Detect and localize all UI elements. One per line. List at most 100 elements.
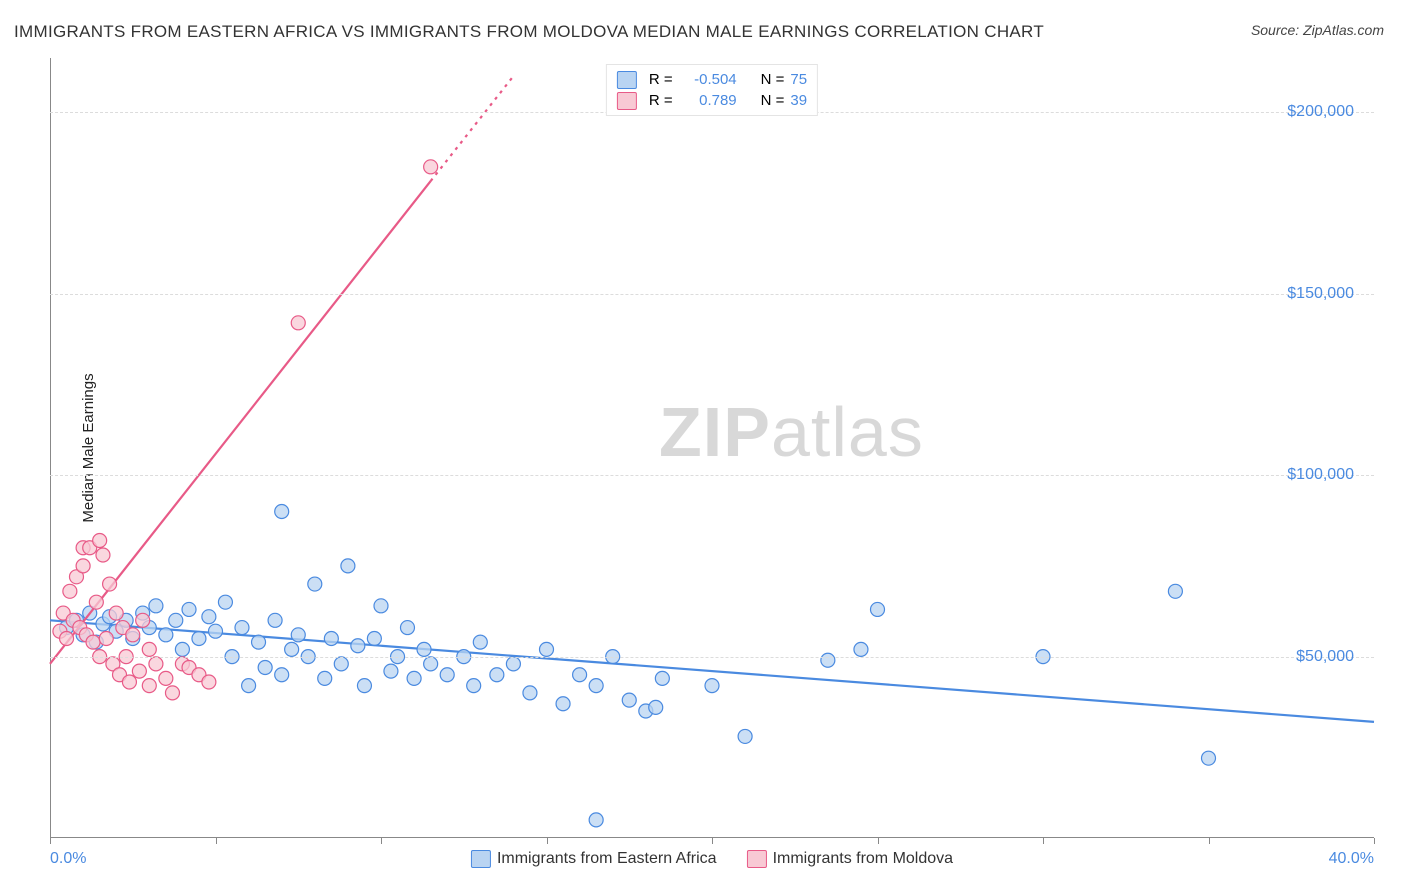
data-point	[556, 697, 570, 711]
data-point	[258, 660, 272, 674]
data-point	[341, 559, 355, 573]
data-point	[854, 642, 868, 656]
data-point	[103, 577, 117, 591]
x-axis-max-label: 40.0%	[1329, 850, 1374, 868]
data-point	[1202, 751, 1216, 765]
data-point	[142, 679, 156, 693]
legend-r-prefix: R =	[649, 90, 673, 111]
data-point	[235, 621, 249, 635]
data-point	[142, 642, 156, 656]
data-point	[506, 657, 520, 671]
data-point	[86, 635, 100, 649]
data-point	[357, 679, 371, 693]
data-point	[242, 679, 256, 693]
data-point	[649, 700, 663, 714]
x-axis-min-label: 0.0%	[50, 850, 86, 868]
data-point	[175, 642, 189, 656]
data-point	[871, 602, 885, 616]
gridline-h	[50, 294, 1374, 295]
legend-r-value: -0.504	[679, 69, 737, 90]
legend-r-prefix: R =	[649, 69, 673, 90]
data-point	[109, 606, 123, 620]
legend-stat-row: R = -0.504 N =75	[617, 69, 807, 90]
data-point	[324, 631, 338, 645]
data-point	[96, 548, 110, 562]
plot-svg	[50, 58, 1374, 838]
data-point	[318, 671, 332, 685]
data-point	[589, 813, 603, 827]
legend-n-prefix: N =	[761, 90, 785, 111]
data-point	[291, 628, 305, 642]
data-point	[275, 504, 289, 518]
data-point	[351, 639, 365, 653]
data-point	[473, 635, 487, 649]
data-point	[374, 599, 388, 613]
data-point	[268, 613, 282, 627]
data-point	[76, 559, 90, 573]
data-point	[424, 657, 438, 671]
x-tick	[878, 838, 879, 844]
data-point	[467, 679, 481, 693]
data-point	[291, 316, 305, 330]
data-point	[149, 599, 163, 613]
legend-r-value: 0.789	[679, 90, 737, 111]
data-point	[132, 664, 146, 678]
data-point	[202, 610, 216, 624]
legend-swatch	[747, 850, 767, 868]
x-tick	[1043, 838, 1044, 844]
data-point	[655, 671, 669, 685]
gridline-h	[50, 475, 1374, 476]
x-tick	[712, 838, 713, 844]
correlation-legend: R = -0.504 N =75 R = 0.789 N =39	[606, 64, 818, 116]
x-tick	[50, 838, 51, 844]
legend-n-value: 39	[790, 90, 807, 111]
legend-item: Immigrants from Moldova	[747, 850, 954, 868]
x-tick	[216, 838, 217, 844]
data-point	[122, 675, 136, 689]
series-legend: Immigrants from Eastern Africa Immigrants…	[471, 850, 953, 868]
trend-line-dashed	[431, 76, 514, 181]
chart-title: IMMIGRANTS FROM EASTERN AFRICA VS IMMIGR…	[14, 22, 1044, 42]
data-point	[308, 577, 322, 591]
data-point	[252, 635, 266, 649]
trend-line	[50, 181, 431, 664]
data-point	[165, 686, 179, 700]
data-point	[490, 668, 504, 682]
data-point	[285, 642, 299, 656]
legend-stat-row: R = 0.789 N =39	[617, 90, 807, 111]
data-point	[384, 664, 398, 678]
data-point	[573, 668, 587, 682]
data-point	[192, 631, 206, 645]
legend-item: Immigrants from Eastern Africa	[471, 850, 717, 868]
x-tick	[1209, 838, 1210, 844]
data-point	[149, 657, 163, 671]
legend-n-value: 75	[790, 69, 807, 90]
data-point	[334, 657, 348, 671]
data-point	[60, 631, 74, 645]
data-point	[218, 595, 232, 609]
data-point	[622, 693, 636, 707]
legend-series-name: Immigrants from Eastern Africa	[497, 850, 717, 867]
data-point	[1168, 584, 1182, 598]
data-point	[821, 653, 835, 667]
legend-swatch	[617, 71, 637, 89]
data-point	[126, 628, 140, 642]
legend-series-name: Immigrants from Moldova	[773, 850, 954, 867]
data-point	[275, 668, 289, 682]
data-point	[169, 613, 183, 627]
data-point	[209, 624, 223, 638]
data-point	[424, 160, 438, 174]
data-point	[417, 642, 431, 656]
data-point	[738, 729, 752, 743]
x-tick	[1374, 838, 1375, 844]
trend-line	[50, 620, 1374, 722]
data-point	[400, 621, 414, 635]
y-tick-label: $100,000	[1287, 466, 1370, 484]
data-point	[89, 595, 103, 609]
data-point	[182, 602, 196, 616]
y-tick-label: $150,000	[1287, 285, 1370, 303]
data-point	[93, 534, 107, 548]
data-point	[202, 675, 216, 689]
y-tick-label: $200,000	[1287, 103, 1370, 121]
legend-n-prefix: N =	[761, 69, 785, 90]
